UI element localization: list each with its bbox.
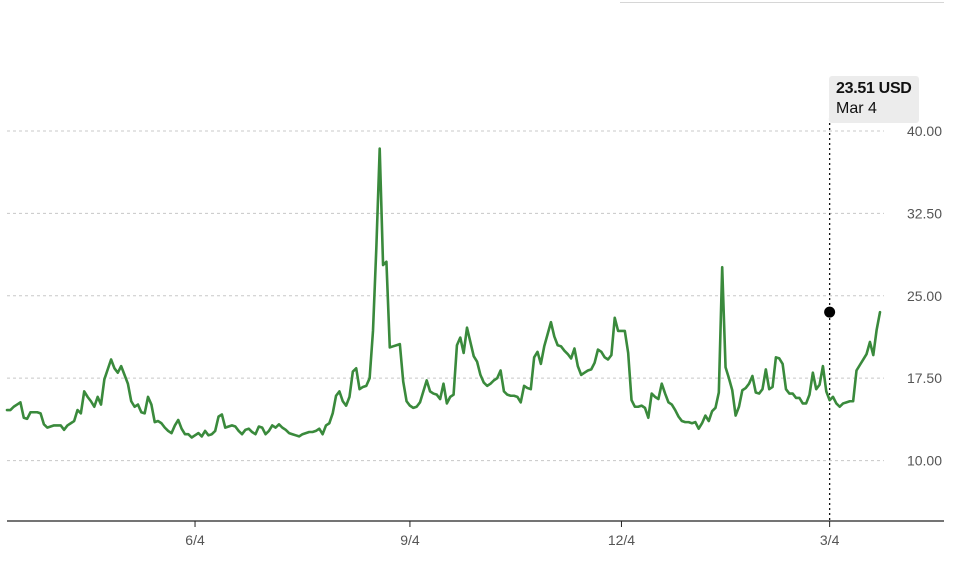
x-tick-label: 9/4 <box>400 532 420 548</box>
tooltip-date: Mar 4 <box>836 100 877 117</box>
y-tick-label: 17.50 <box>907 370 942 386</box>
x-tick-label: 6/4 <box>185 532 205 548</box>
y-tick-label: 40.00 <box>907 123 942 139</box>
price-tooltip: 23.51 USD Mar 4 <box>829 76 919 123</box>
hover-point-marker[interactable] <box>824 306 836 318</box>
top-divider <box>620 2 944 3</box>
price-line[interactable] <box>5 147 882 439</box>
x-axis-ticks: 6/4 9/4 12/4 3/4 <box>185 521 840 548</box>
tooltip-price: 23.51 USD <box>836 80 912 97</box>
y-tick-label: 25.00 <box>907 288 942 304</box>
y-axis-labels: 10.00 17.50 25.00 32.50 40.00 <box>907 123 942 469</box>
x-tick-label: 12/4 <box>608 532 635 548</box>
gridlines <box>7 130 884 462</box>
y-tick-label: 32.50 <box>907 205 942 221</box>
y-tick-label: 10.00 <box>907 453 942 469</box>
x-tick-label: 3/4 <box>820 532 840 548</box>
